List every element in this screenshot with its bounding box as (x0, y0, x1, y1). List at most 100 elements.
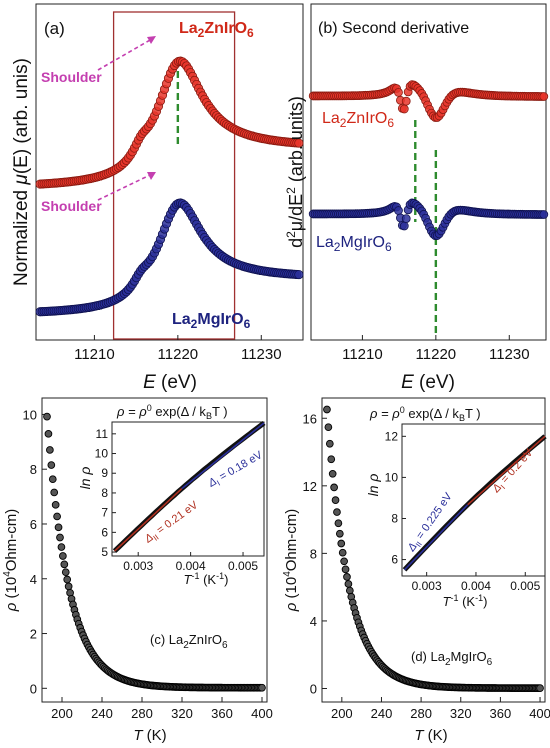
d-plot-xtick-label-1: 240 (371, 706, 393, 721)
panel-b-label-zn: La2ZnIrO6 (322, 110, 394, 130)
panel-b-xtick-label-0: 11210 (342, 346, 383, 363)
c-inset-xtick-label-1: 0.004 (176, 559, 206, 573)
c-inset-ytick-label-1: 6 (101, 525, 108, 539)
d-plot-point (323, 405, 331, 414)
c-plot-point (57, 543, 66, 551)
d-plot-point (331, 496, 340, 504)
d-plot-point (337, 539, 346, 548)
panel-a-plot-area: 11210 11220 11230 (35, 11, 304, 363)
d-plot-ytick-label-2: 8 (310, 546, 317, 561)
panel-b-label: (b) Second derivative (318, 20, 469, 37)
c-plot-ytick-label-3: 6 (30, 517, 37, 532)
panel-b-point-mg (399, 221, 409, 231)
d-inset-xtick-label-1: 0.004 (461, 579, 491, 593)
panel-d-plot-area: 200 240 280 320 360 400 0 4 8 12 16 (303, 397, 550, 721)
c-plot-point (54, 523, 63, 532)
panel-b: 11210 11220 11230 (b) Second derivative La… (284, 3, 549, 393)
d-inset-ytick-label-3: 12 (385, 429, 399, 443)
shoulder-arrowhead-bottom (147, 172, 156, 180)
c-plot-point (44, 429, 53, 438)
panel-a-point-mg (294, 269, 304, 280)
panel-a-xlabel: E (eV) (143, 372, 197, 393)
d-plot-point (343, 573, 351, 581)
d-plot-xtick-label-4: 360 (490, 706, 512, 721)
c-plot-point (50, 488, 59, 497)
panel-d-inset-formula: ρ = ρ0 exp(Δ / kBT ) (369, 405, 481, 423)
d-plot-point (344, 580, 353, 588)
c-plot-xtick-label-5: 400 (251, 706, 273, 721)
c-inset-ytick-label-5: 10 (95, 447, 109, 461)
d-plot-point (328, 469, 337, 478)
c-inset-ytick-label-4: 9 (101, 466, 108, 480)
c-plot-point (61, 568, 70, 577)
c-inset-ytick-label-0: 5 (101, 545, 108, 559)
panel-b-point-zn (394, 87, 403, 97)
panel-b-point-mg (394, 206, 403, 215)
d-inset-fit-low (403, 504, 469, 571)
d-inset-fit-high (467, 435, 546, 506)
panel-b-point-zn (401, 96, 411, 106)
d-plot-ytick-label-1: 4 (310, 614, 317, 629)
d-inset-ytick-label-0: 6 (391, 553, 398, 567)
c-plot-xtick-label-3: 320 (171, 706, 193, 721)
d-plot-point (345, 586, 354, 595)
d-inset-xtick-label-2: 0.005 (510, 579, 540, 593)
panel-b-label-mg: La2MgIrO6 (316, 234, 392, 254)
panel-a-xtick-label-0: 11210 (74, 346, 115, 363)
panel-d-xlabel: T (K) (414, 727, 447, 744)
panel-b-xtick-label-1: 11220 (416, 346, 457, 363)
c-plot-point (56, 533, 64, 542)
shoulder-arrowhead-top (147, 36, 156, 44)
d-plot-point (338, 548, 347, 557)
d-inset-ytick-label-1: 8 (391, 511, 398, 525)
panel-a-label-mg: La2MgIrO6 (172, 311, 251, 331)
panel-a-xtick-label-2: 11230 (241, 346, 282, 363)
panel-c-ylabel: ρ (104Ohm-cm) (2, 509, 20, 613)
c-plot-point (60, 560, 69, 569)
c-inset-xtick-label-0: 0.003 (123, 559, 153, 573)
panel-b-ylabel: d2μ/dE2 (arb. units) (284, 96, 306, 248)
panel-d-inset-ylabel: ln ρ (365, 474, 381, 497)
panel-b-xlabel: E (eV) (401, 372, 455, 393)
panel-d-ylabel: ρ (104Ohm-cm) (282, 509, 300, 613)
c-plot-point (46, 446, 54, 454)
d-inset-ytick-label-2: 10 (385, 470, 399, 484)
c-plot-point (258, 683, 266, 692)
d-plot-xtick-label-5: 400 (529, 706, 550, 721)
d-plot-point (324, 423, 333, 432)
panel-a: 11210 11220 11230 (a) La2ZnIrO6 La2MgIrO6 … (11, 3, 304, 393)
c-plot-xtick-label-0: 200 (51, 706, 73, 721)
c-plot-point (59, 552, 67, 560)
d-plot-point (325, 439, 334, 448)
d-plot-point (334, 519, 343, 528)
d-plot-point (333, 508, 341, 516)
panel-b-point-zn (539, 92, 549, 101)
c-plot-frame (41, 397, 268, 703)
panel-a-ylabel: Normalized μ(E) (arb. unis) (11, 58, 32, 286)
c-plot-xtick-label-1: 240 (91, 706, 113, 721)
d-plot-xtick-label-2: 280 (410, 706, 432, 721)
panel-b-plot-area: 11210 11220 11230 (308, 80, 549, 363)
panel-c-inset: 0.003 0.004 0.005 5 6 7 8 9 10 11 (95, 421, 266, 573)
c-plot-ytick-label-4: 8 (30, 462, 37, 477)
shoulder-arrow-bottom (97, 174, 151, 201)
d-plot-point (536, 684, 544, 692)
c-plot-ytick-label-0: 0 (30, 681, 37, 696)
d-plot-point (327, 455, 336, 464)
d-plot-xtick-label-3: 320 (450, 706, 472, 721)
d-plot-ytick-label-4: 16 (303, 411, 317, 426)
panel-a-point-zn (294, 138, 304, 148)
shoulder-arrow-top (97, 39, 151, 71)
panel-d-inset: 0.003 0.004 0.005 6 8 10 12 (385, 423, 547, 593)
panel-c-inset-formula: ρ = ρ0 exp(Δ / kBT ) (116, 403, 228, 421)
panel-a-xtick-label-1: 11220 (158, 346, 199, 363)
d-plot-ytick-label-0: 0 (310, 681, 317, 696)
panel-c-inset-ylabel: ln ρ (77, 467, 93, 490)
shoulder-label-top: Shoulder (41, 69, 102, 85)
panel-c-xlabel: T (K) (133, 727, 166, 744)
panel-d-inset-xlabel: T-1 (K-1) (443, 593, 488, 609)
c-plot-point (47, 461, 56, 469)
d-plot-xtick-label-0: 200 (331, 706, 353, 721)
